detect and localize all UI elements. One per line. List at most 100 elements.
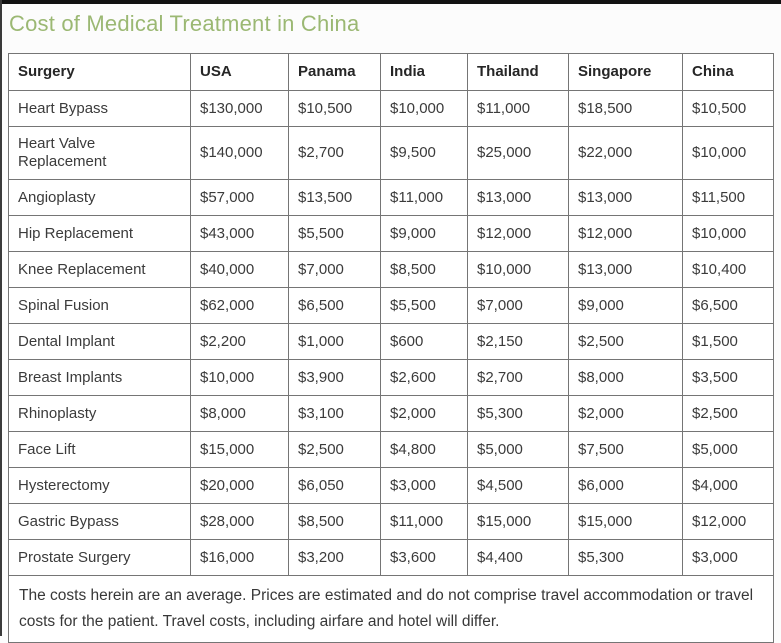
cost-cell: $6,500 [288, 287, 381, 324]
cost-cell: $15,000 [568, 503, 683, 540]
cost-cell: $10,500 [288, 90, 381, 127]
cost-cell: $10,400 [682, 251, 774, 288]
column-header-singapore: Singapore [568, 53, 683, 91]
surgery-name-cell: Hip Replacement [8, 215, 191, 252]
cost-cell: $4,800 [380, 431, 468, 468]
cost-cell: $11,500 [682, 179, 774, 216]
cost-cell: $12,000 [682, 503, 774, 540]
table-row: Breast Implants $10,000 $3,900 $2,600 $2,700… [8, 359, 774, 396]
cost-cell: $13,500 [288, 179, 381, 216]
cost-cell: $7,500 [568, 431, 683, 468]
cost-cell: $10,000 [380, 90, 468, 127]
cost-cell: $2,150 [467, 323, 569, 360]
cost-cell: $15,000 [190, 431, 289, 468]
table-row: Dental Implant $2,200 $1,000 $600 $2,150 $2,5… [8, 323, 774, 360]
cost-cell: $11,000 [467, 90, 569, 127]
cost-cell: $13,000 [568, 179, 683, 216]
cost-cell: $40,000 [190, 251, 289, 288]
cost-cell: $9,000 [568, 287, 683, 324]
cost-cell: $8,000 [190, 395, 289, 432]
surgery-name-cell: Gastric Bypass [8, 503, 191, 540]
cost-cell: $3,000 [682, 539, 774, 576]
cost-cell: $4,400 [467, 539, 569, 576]
column-header-panama: Panama [288, 53, 381, 91]
cost-cell: $20,000 [190, 467, 289, 504]
cost-cell: $6,000 [568, 467, 683, 504]
surgery-name-cell: Heart Valve Replacement [8, 126, 191, 180]
cost-cell: $3,900 [288, 359, 381, 396]
cost-cell: $12,000 [568, 215, 683, 252]
surgery-name-cell: Breast Implants [8, 359, 191, 396]
cost-cell: $8,500 [288, 503, 381, 540]
cost-cell: $6,500 [682, 287, 774, 324]
cost-cell: $16,000 [190, 539, 289, 576]
cost-cell: $7,000 [467, 287, 569, 324]
medical-cost-table: Surgery USA Panama India Thailand Singapore Ch… [8, 53, 774, 643]
table-row: Prostate Surgery $16,000 $3,200 $3,600 $4,40… [8, 539, 774, 576]
surgery-name-cell: Hysterectomy [8, 467, 191, 504]
surgery-name-cell: Spinal Fusion [8, 287, 191, 324]
cost-cell: $3,500 [682, 359, 774, 396]
cost-cell: $12,000 [467, 215, 569, 252]
cost-cell: $2,000 [380, 395, 468, 432]
cost-cell: $62,000 [190, 287, 289, 324]
cost-cell: $25,000 [467, 126, 569, 180]
cost-cell: $1,000 [288, 323, 381, 360]
cost-cell: $6,050 [288, 467, 381, 504]
cost-cell: $5,500 [288, 215, 381, 252]
cost-cell: $5,300 [568, 539, 683, 576]
table-row: Face Lift $15,000 $2,500 $4,800 $5,000 $7,500… [8, 431, 774, 468]
cost-cell: $140,000 [190, 126, 289, 180]
table-row: Gastric Bypass $28,000 $8,500 $11,000 $15,00… [8, 503, 774, 540]
table-row: Hysterectomy $20,000 $6,050 $3,000 $4,500 $6,… [8, 467, 774, 504]
surgery-name-cell: Knee Replacement [8, 251, 191, 288]
cost-cell: $11,000 [380, 179, 468, 216]
cost-cell: $3,000 [380, 467, 468, 504]
surgery-name-cell: Rhinoplasty [8, 395, 191, 432]
cost-cell: $10,000 [467, 251, 569, 288]
cost-cell: $10,000 [682, 126, 774, 180]
column-header-china: China [682, 53, 774, 91]
cost-cell: $3,600 [380, 539, 468, 576]
table-footnote-row: The costs herein are an average. Prices … [8, 575, 774, 643]
cost-cell: $2,000 [568, 395, 683, 432]
table-row: Angioplasty $57,000 $13,500 $11,000 $13,000 $… [8, 179, 774, 216]
column-header-surgery: Surgery [8, 53, 191, 91]
cost-cell: $22,000 [568, 126, 683, 180]
table-row: Heart Valve Replacement $140,000 $2,700 $9,… [8, 126, 774, 180]
cost-cell: $3,200 [288, 539, 381, 576]
surgery-name-cell: Angioplasty [8, 179, 191, 216]
left-edge-bar [0, 0, 2, 636]
cost-cell: $2,600 [380, 359, 468, 396]
table-row: Hip Replacement $43,000 $5,500 $9,000 $12,00… [8, 215, 774, 252]
column-header-thailand: Thailand [467, 53, 569, 91]
cost-cell: $130,000 [190, 90, 289, 127]
cost-cell: $13,000 [568, 251, 683, 288]
cost-cell: $5,000 [682, 431, 774, 468]
cost-cell: $18,500 [568, 90, 683, 127]
cost-cell: $5,300 [467, 395, 569, 432]
cost-cell: $2,700 [467, 359, 569, 396]
cost-cell: $15,000 [467, 503, 569, 540]
cost-cell: $5,000 [467, 431, 569, 468]
surgery-name-cell: Face Lift [8, 431, 191, 468]
column-header-india: India [380, 53, 468, 91]
cost-cell: $8,500 [380, 251, 468, 288]
cost-cell: $9,500 [380, 126, 468, 180]
surgery-name-cell: Heart Bypass [8, 90, 191, 127]
cost-cell: $600 [380, 323, 468, 360]
cost-cell: $2,500 [568, 323, 683, 360]
page-title: Cost of Medical Treatment in China [9, 11, 360, 36]
cost-cell: $4,500 [467, 467, 569, 504]
cost-cell: $5,500 [380, 287, 468, 324]
cost-cell: $2,700 [288, 126, 381, 180]
cost-cell: $10,000 [682, 215, 774, 252]
cost-cell: $2,500 [288, 431, 381, 468]
table-row: Knee Replacement $40,000 $7,000 $8,500 $10,0… [8, 251, 774, 288]
surgery-name-cell: Dental Implant [8, 323, 191, 360]
cost-cell: $28,000 [190, 503, 289, 540]
cost-cell: $7,000 [288, 251, 381, 288]
table-footnote: The costs herein are an average. Prices … [8, 575, 774, 643]
cost-cell: $13,000 [467, 179, 569, 216]
surgery-name-cell: Prostate Surgery [8, 539, 191, 576]
